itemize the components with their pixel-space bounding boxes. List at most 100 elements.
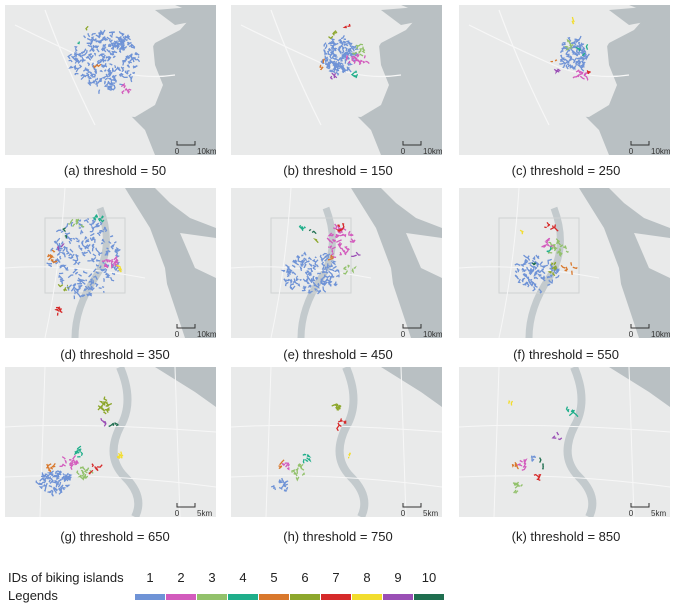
map-panel-e: 0 10km: [231, 188, 442, 338]
scale-zero: 0: [629, 509, 634, 517]
base-map: [231, 367, 442, 517]
biking-island-5: [319, 58, 326, 71]
scale-zero: 0: [175, 147, 180, 155]
biking-island-5: [45, 463, 56, 473]
base-map: [5, 367, 216, 517]
map-panel-k: 0 5km: [459, 367, 670, 517]
legend-swatch-7: [321, 594, 351, 600]
biking-island-3: [67, 218, 85, 228]
scale-bar: 0 5km: [175, 503, 212, 517]
island: [634, 23, 670, 45]
biking-island-3: [564, 38, 574, 51]
biking-island-8: [116, 451, 124, 460]
map-svg: 0 10km: [231, 188, 442, 338]
legend-swatch-2: [166, 594, 196, 600]
biking-island-4: [77, 41, 81, 45]
legend-legends-title: Legends: [8, 588, 58, 603]
legend-swatch-8: [352, 594, 382, 600]
scale-label: 5km: [651, 509, 666, 517]
biking-island-8: [519, 229, 525, 235]
legend-id-4: 4: [239, 570, 247, 585]
island: [180, 23, 216, 45]
scale-label: 10km: [423, 147, 442, 155]
biking-island-6: [97, 396, 113, 415]
legend-id-7: 7: [332, 570, 340, 585]
legend-swatch-3: [197, 594, 227, 600]
map-panel-g: 0 5km: [5, 367, 216, 517]
legend-swatch-1: [135, 594, 165, 600]
scale-label: 10km: [197, 147, 216, 155]
biking-island-4: [298, 224, 306, 231]
biking-island-6: [328, 30, 338, 40]
legend-id-8: 8: [363, 570, 371, 585]
map-svg: 0 10km: [459, 188, 670, 338]
biking-island-10: [308, 228, 317, 235]
biking-island-4: [350, 70, 359, 79]
scale-bar: 0 10km: [401, 141, 442, 155]
caption-c: (c) threshold = 250: [511, 163, 621, 178]
biking-island-9: [100, 418, 107, 427]
biking-island-7: [544, 222, 559, 232]
biking-island-4: [575, 43, 589, 57]
biking-island-6: [85, 25, 89, 31]
biking-island-5: [92, 63, 102, 69]
scale-label: 5km: [197, 509, 212, 517]
map-panel-h: 0 5km: [231, 367, 442, 517]
legend-swatch-4: [228, 594, 258, 600]
scale-label: 10km: [197, 330, 216, 338]
biking-island-6: [331, 403, 342, 411]
island: [381, 5, 442, 25]
base-map: [5, 5, 216, 155]
biking-island-8: [508, 399, 514, 406]
biking-island-3: [76, 466, 94, 481]
map-svg: 0 10km: [231, 5, 442, 155]
biking-island-7: [88, 463, 103, 475]
legend-id-2: 2: [177, 570, 185, 585]
map-panel-d: 0 10km: [5, 188, 216, 338]
scale-bar: 0 5km: [629, 503, 666, 517]
biking-island-9: [553, 68, 561, 75]
scale-label: 5km: [423, 509, 438, 517]
caption-e: (e) threshold = 450: [283, 347, 393, 362]
biking-island-8: [115, 264, 123, 273]
scale-zero: 0: [629, 147, 634, 155]
base-map: [459, 367, 670, 517]
biking-island-7: [342, 23, 351, 29]
biking-island-5: [560, 262, 578, 275]
caption-b: (b) threshold = 150: [283, 163, 393, 178]
biking-island-2: [101, 256, 119, 270]
base-map: [231, 5, 442, 155]
map-svg: 0 10km: [5, 188, 216, 338]
biking-island-6: [57, 283, 70, 292]
biking-island-9: [351, 251, 361, 258]
biking-island-1: [35, 470, 73, 497]
biking-island-5: [278, 459, 285, 470]
biking-island-2: [120, 82, 132, 95]
biking-island-8: [571, 16, 575, 25]
biking-island-5: [550, 59, 558, 63]
biking-island-8: [347, 452, 352, 459]
biking-island-4: [565, 406, 579, 418]
biking-island-1: [559, 35, 590, 72]
caption-f: (f) threshold = 550: [513, 347, 619, 362]
caption-h: (h) threshold = 750: [283, 529, 393, 544]
biking-island-6: [312, 237, 319, 244]
biking-island-3: [291, 463, 306, 482]
biking-island-7: [336, 418, 347, 432]
caption-k: (k) threshold = 850: [511, 529, 621, 544]
caption-a: (a) threshold = 50: [63, 163, 167, 178]
biking-island-1: [67, 29, 141, 94]
biking-island-7: [586, 70, 591, 75]
biking-island-2: [59, 455, 80, 470]
biking-island-2: [345, 53, 370, 65]
map-panel-c: 0 10km: [459, 5, 670, 155]
biking-island-9: [329, 72, 338, 80]
scale-bar: 0 10km: [401, 324, 442, 338]
caption-d: (d) threshold = 350: [60, 347, 170, 362]
caption-g: (g) threshold = 650: [60, 529, 170, 544]
biking-island-3: [547, 238, 569, 257]
map-panel-f: 0 10km: [459, 188, 670, 338]
scale-bar: 0 10km: [175, 324, 216, 338]
biking-island-6: [547, 261, 558, 277]
map-panel-a: 0 10km: [5, 5, 216, 155]
